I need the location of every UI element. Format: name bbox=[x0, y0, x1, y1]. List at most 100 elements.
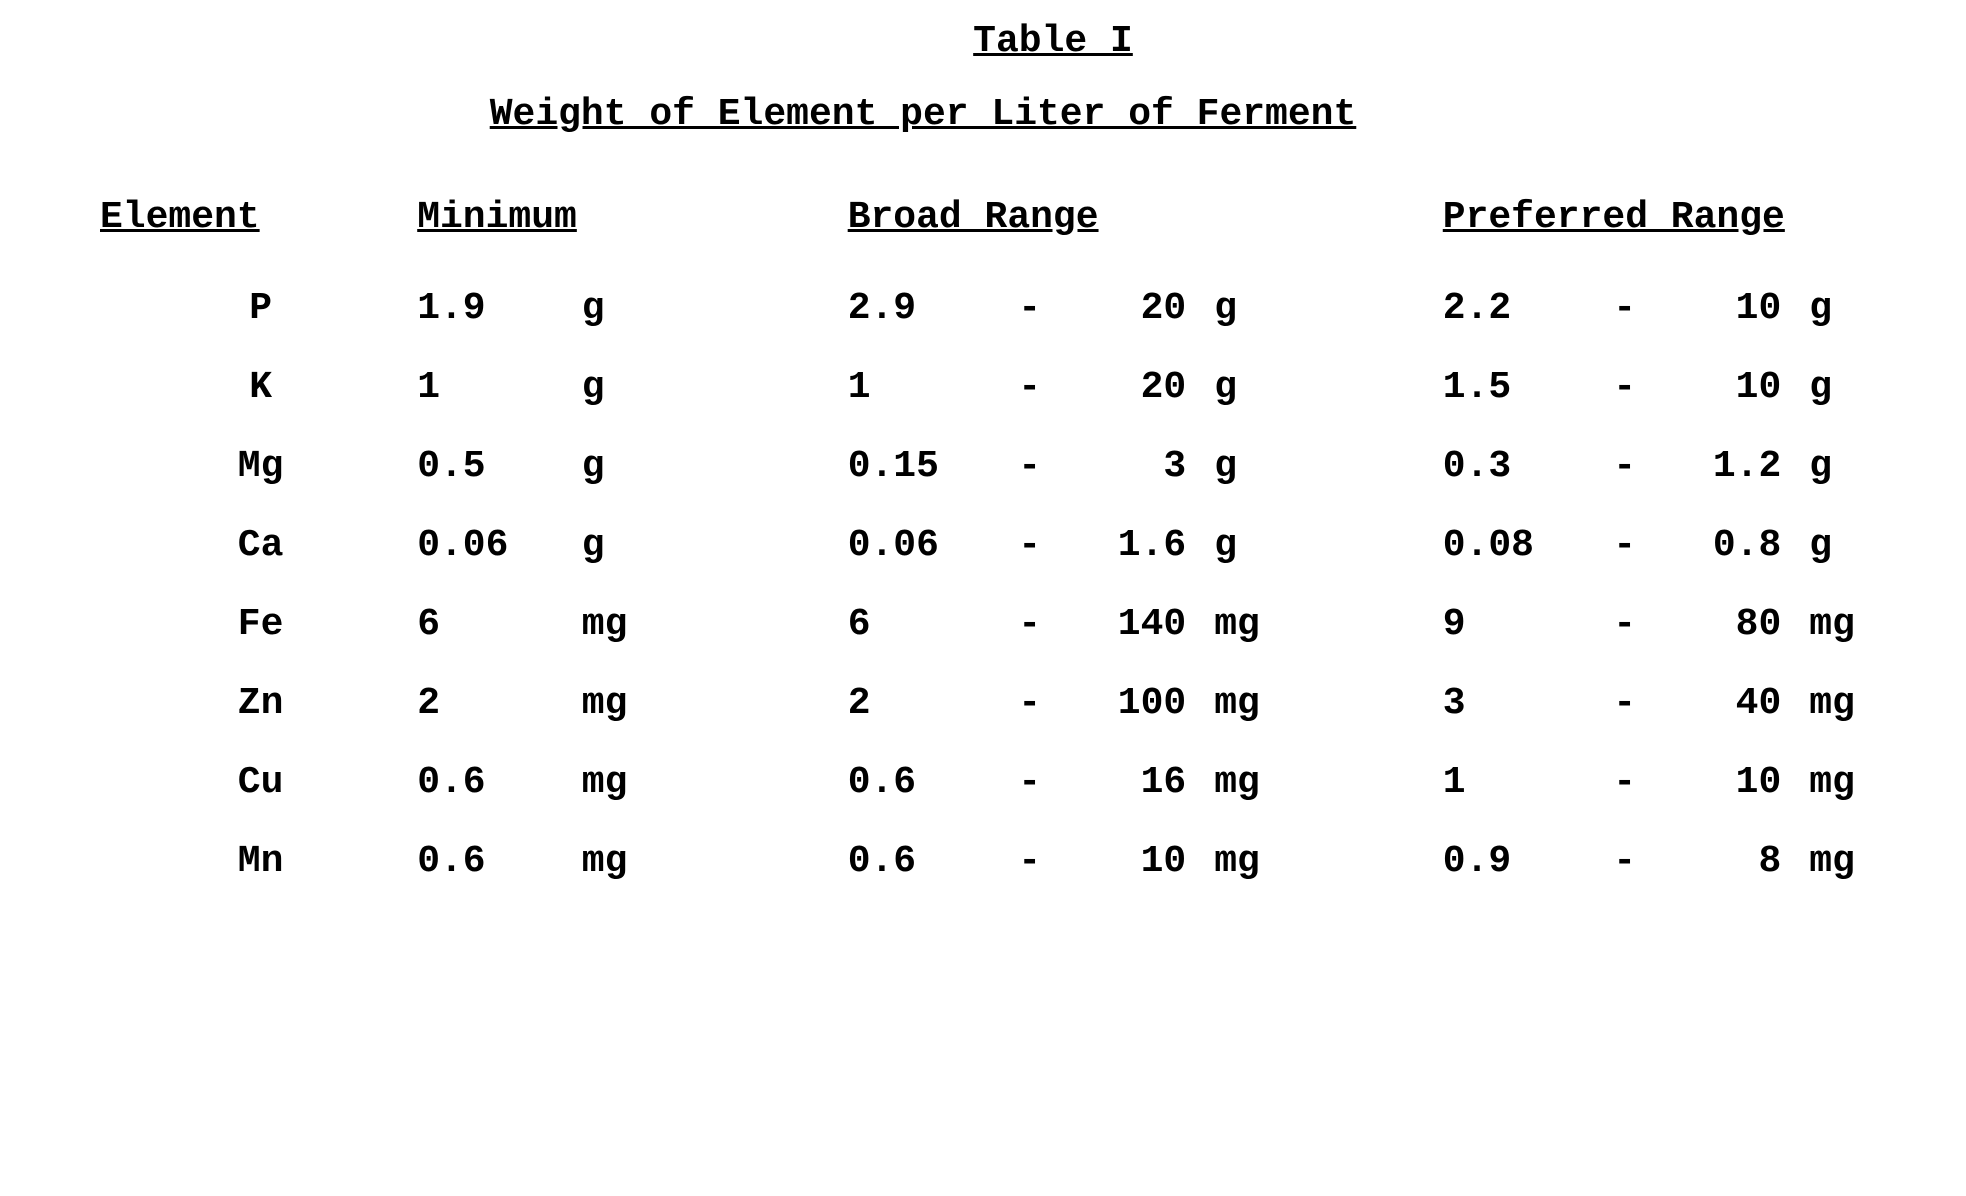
broad-high: 140 bbox=[1055, 585, 1194, 664]
table-head: Element Minimum Broad Range Preferred Ra… bbox=[80, 176, 1916, 269]
broad-high: 20 bbox=[1055, 348, 1194, 427]
min-unit: mg bbox=[574, 743, 764, 822]
pref-dash: - bbox=[1599, 664, 1650, 743]
element-cell: Cu bbox=[80, 743, 409, 822]
min-unit: g bbox=[574, 269, 764, 348]
pref-low: 0.08 bbox=[1435, 506, 1600, 585]
broad-dash: - bbox=[1004, 664, 1055, 743]
pref-dash: - bbox=[1599, 506, 1650, 585]
pref-low: 1.5 bbox=[1435, 348, 1600, 427]
pref-dash: - bbox=[1599, 743, 1650, 822]
pref-unit: mg bbox=[1789, 743, 1916, 822]
table-row: Mg0.5g0.15-3g0.3-1.2g bbox=[80, 427, 1916, 506]
pref-low: 0.9 bbox=[1435, 822, 1600, 901]
pref-high: 10 bbox=[1650, 348, 1789, 427]
broad-low: 2.9 bbox=[840, 269, 1005, 348]
broad-dash: - bbox=[1004, 743, 1055, 822]
broad-high: 1.6 bbox=[1055, 506, 1194, 585]
min-unit: g bbox=[574, 348, 764, 427]
min-unit: g bbox=[574, 506, 764, 585]
pref-dash: - bbox=[1599, 427, 1650, 506]
pref-dash: - bbox=[1599, 585, 1650, 664]
pref-unit: mg bbox=[1789, 585, 1916, 664]
broad-high: 3 bbox=[1055, 427, 1194, 506]
pref-unit: g bbox=[1789, 348, 1916, 427]
table-row: K1g1-20g1.5-10g bbox=[80, 348, 1916, 427]
broad-dash: - bbox=[1004, 427, 1055, 506]
pref-high: 1.2 bbox=[1650, 427, 1789, 506]
broad-low: 2 bbox=[840, 664, 1005, 743]
broad-high: 20 bbox=[1055, 269, 1194, 348]
col-preferred-range: Preferred Range bbox=[1435, 176, 1916, 269]
element-cell: Mn bbox=[80, 822, 409, 901]
min-value: 1 bbox=[409, 348, 574, 427]
element-cell: K bbox=[80, 348, 409, 427]
pref-low: 9 bbox=[1435, 585, 1600, 664]
min-value: 1.9 bbox=[409, 269, 574, 348]
broad-unit: g bbox=[1194, 269, 1359, 348]
broad-dash: - bbox=[1004, 506, 1055, 585]
min-value: 6 bbox=[409, 585, 574, 664]
broad-unit: mg bbox=[1194, 743, 1359, 822]
header-row: Element Minimum Broad Range Preferred Ra… bbox=[80, 176, 1916, 269]
col-broad-range: Broad Range bbox=[840, 176, 1359, 269]
broad-unit: mg bbox=[1194, 585, 1359, 664]
min-value: 0.6 bbox=[409, 743, 574, 822]
table-title: Table I bbox=[973, 20, 1133, 63]
table-row: Cu0.6mg0.6-16mg1-10mg bbox=[80, 743, 1916, 822]
broad-unit: mg bbox=[1194, 822, 1359, 901]
pref-low: 1 bbox=[1435, 743, 1600, 822]
pref-unit: g bbox=[1789, 427, 1916, 506]
pref-high: 8 bbox=[1650, 822, 1789, 901]
col-element: Element bbox=[80, 176, 409, 269]
broad-dash: - bbox=[1004, 269, 1055, 348]
broad-low: 6 bbox=[840, 585, 1005, 664]
pref-dash: - bbox=[1599, 348, 1650, 427]
broad-dash: - bbox=[1004, 348, 1055, 427]
pref-unit: g bbox=[1789, 506, 1916, 585]
broad-high: 10 bbox=[1055, 822, 1194, 901]
element-cell: Mg bbox=[80, 427, 409, 506]
element-cell: Fe bbox=[80, 585, 409, 664]
broad-unit: mg bbox=[1194, 664, 1359, 743]
pref-high: 0.8 bbox=[1650, 506, 1789, 585]
min-value: 0.06 bbox=[409, 506, 574, 585]
pref-unit: mg bbox=[1789, 822, 1916, 901]
broad-low: 0.6 bbox=[840, 743, 1005, 822]
min-value: 0.6 bbox=[409, 822, 574, 901]
min-value: 2 bbox=[409, 664, 574, 743]
pref-dash: - bbox=[1599, 822, 1650, 901]
min-unit: mg bbox=[574, 664, 764, 743]
broad-high: 100 bbox=[1055, 664, 1194, 743]
table-row: Mn0.6mg0.6-10mg0.9-8mg bbox=[80, 822, 1916, 901]
element-cell: Zn bbox=[80, 664, 409, 743]
broad-unit: g bbox=[1194, 427, 1359, 506]
min-value: 0.5 bbox=[409, 427, 574, 506]
pref-high: 80 bbox=[1650, 585, 1789, 664]
min-unit: mg bbox=[574, 822, 764, 901]
broad-low: 0.15 bbox=[840, 427, 1005, 506]
pref-high: 40 bbox=[1650, 664, 1789, 743]
table-row: Fe6mg6-140mg9-80mg bbox=[80, 585, 1916, 664]
table-row: Zn2mg2-100mg3-40mg bbox=[80, 664, 1916, 743]
title-block: Table I Weight of Element per Liter of F… bbox=[50, 20, 1916, 136]
min-unit: mg bbox=[574, 585, 764, 664]
pref-low: 3 bbox=[1435, 664, 1600, 743]
pref-low: 2.2 bbox=[1435, 269, 1600, 348]
broad-unit: g bbox=[1194, 348, 1359, 427]
pref-high: 10 bbox=[1650, 269, 1789, 348]
pref-high: 10 bbox=[1650, 743, 1789, 822]
col-minimum: Minimum bbox=[409, 176, 764, 269]
table-row: P1.9g2.9-20g2.2-10g bbox=[80, 269, 1916, 348]
pref-low: 0.3 bbox=[1435, 427, 1600, 506]
broad-low: 0.06 bbox=[840, 506, 1005, 585]
pref-unit: mg bbox=[1789, 664, 1916, 743]
broad-unit: g bbox=[1194, 506, 1359, 585]
table-subtitle: Weight of Element per Liter of Ferment bbox=[490, 93, 1357, 136]
broad-high: 16 bbox=[1055, 743, 1194, 822]
table-wrap: Element Minimum Broad Range Preferred Ra… bbox=[50, 176, 1916, 901]
table-body: P1.9g2.9-20g2.2-10gK1g1-20g1.5-10gMg0.5g… bbox=[80, 269, 1916, 901]
element-cell: P bbox=[80, 269, 409, 348]
broad-low: 1 bbox=[840, 348, 1005, 427]
broad-dash: - bbox=[1004, 585, 1055, 664]
